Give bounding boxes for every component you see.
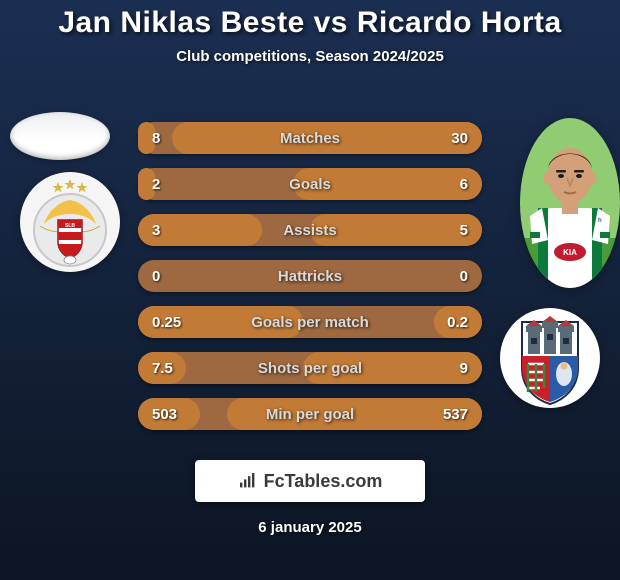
page-subtitle: Club competitions, Season 2024/2025 xyxy=(0,48,620,65)
braga-crest-svg xyxy=(500,308,600,408)
stats-zone: 8Matches30 2Goals6 3Assists5 0Hattricks0 0.2… xyxy=(138,122,482,444)
stat-right-value: 9 xyxy=(460,360,468,377)
crest-towers xyxy=(526,316,574,354)
player-right-photo: h KIA xyxy=(520,118,620,288)
stat-right-value: 537 xyxy=(443,406,468,423)
crest-shield: SLB xyxy=(58,220,82,258)
credit-bars-icon xyxy=(238,473,258,489)
stat-label: Goals xyxy=(138,176,482,193)
stat-label: Hattricks xyxy=(138,268,482,285)
stat-right-value: 30 xyxy=(451,130,468,147)
stat-row: 7.5Shots per goal9 xyxy=(138,352,482,384)
stat-right-value: 5 xyxy=(460,222,468,239)
player-right-crest xyxy=(500,308,600,408)
stat-row: 0Hattricks0 xyxy=(138,260,482,292)
crest-left-circle: SLB xyxy=(20,172,120,272)
svg-text:KIA: KIA xyxy=(563,248,577,257)
stat-label: Shots per goal xyxy=(138,360,482,377)
stat-label: Min per goal xyxy=(138,406,482,423)
crest-stars xyxy=(53,179,88,193)
stat-label: Matches xyxy=(138,130,482,147)
player-left-crest: SLB xyxy=(20,172,120,272)
svg-text:h: h xyxy=(598,218,602,224)
content-root: Jan Niklas Beste vs Ricardo Horta Club c… xyxy=(0,0,620,580)
benfica-crest-svg: SLB xyxy=(20,172,120,272)
stat-row: 0.25Goals per match0.2 xyxy=(138,306,482,338)
stat-row: 2Goals6 xyxy=(138,168,482,200)
credit-box: FcTables.com xyxy=(195,460,425,502)
credit-text: FcTables.com xyxy=(264,471,383,492)
svg-text:SLB: SLB xyxy=(65,223,75,229)
crest-right-circle xyxy=(500,308,600,408)
stat-label: Goals per match xyxy=(138,314,482,331)
player-right-svg: h KIA xyxy=(520,118,620,288)
date-text: 6 january 2025 xyxy=(0,519,620,536)
stat-label: Assists xyxy=(138,222,482,239)
page-title: Jan Niklas Beste vs Ricardo Horta xyxy=(0,6,620,40)
stat-right-value: 0.2 xyxy=(447,314,468,331)
crest-ball xyxy=(64,256,76,264)
stat-row: 8Matches30 xyxy=(138,122,482,154)
stat-right-value: 0 xyxy=(460,268,468,285)
stat-row: 3Assists5 xyxy=(138,214,482,246)
crest-lower xyxy=(522,356,578,402)
stat-row: 503Min per goal537 xyxy=(138,398,482,430)
stat-right-value: 6 xyxy=(460,176,468,193)
player-left-photo-placeholder xyxy=(10,112,110,160)
